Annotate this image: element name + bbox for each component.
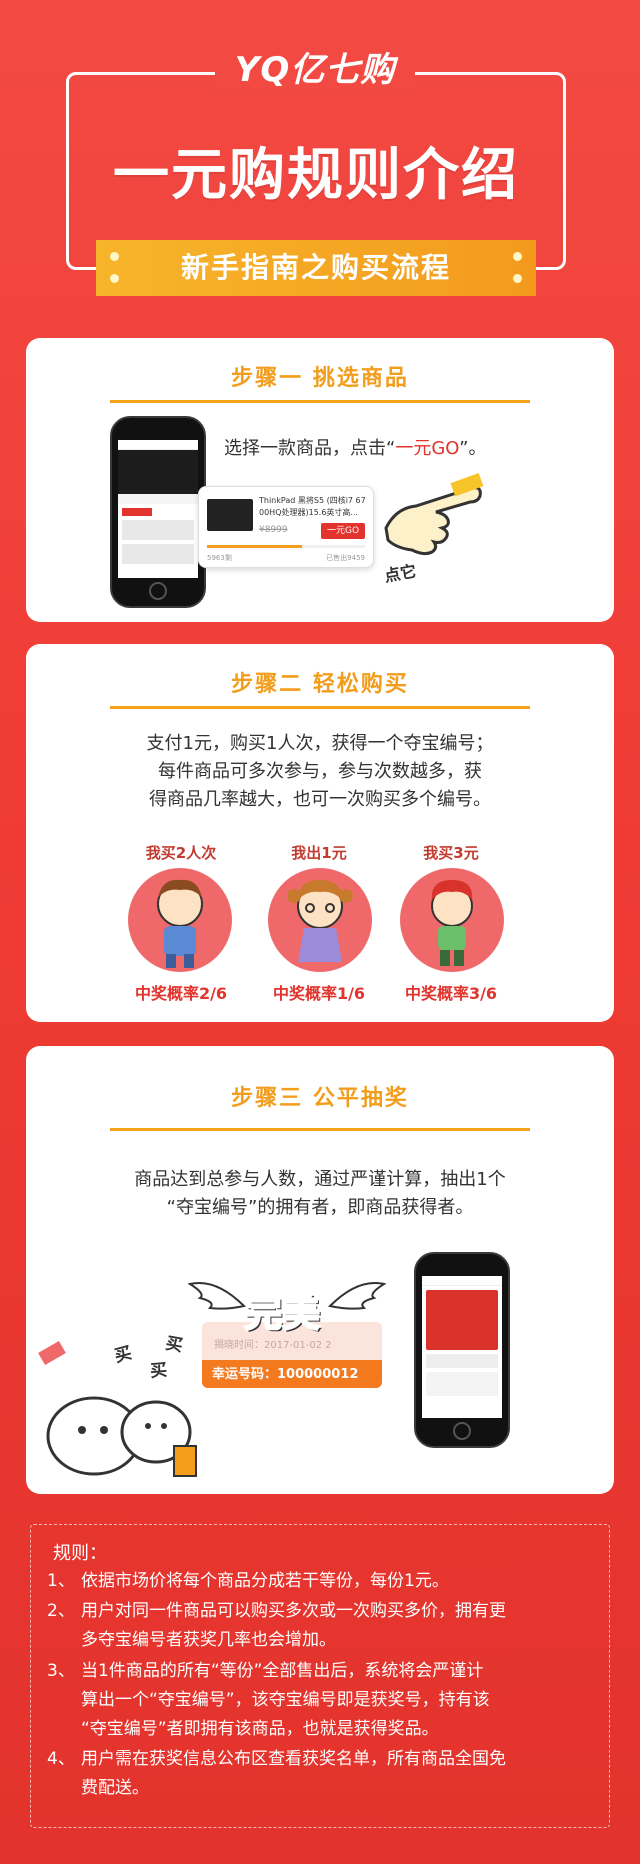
banner-dot xyxy=(110,274,119,283)
home-button xyxy=(453,1422,471,1440)
lucky-number: 幸运号码：100000012 xyxy=(212,1367,359,1382)
step1-title: 步骤一 挑选商品 xyxy=(231,366,409,391)
rules-box: 规则： 1、 依据市场价将每个商品分成若干等份，每份1元。 2、 用户对同一件商品可… xyxy=(30,1524,610,1828)
subtitle-banner: 新手指南之购买流程 xyxy=(96,240,536,296)
kid1-probability: 中奖概率2/6 xyxy=(134,984,228,1003)
yiyuan-go-button[interactable]: 一元GO xyxy=(321,523,365,539)
rule-number: 2、 xyxy=(47,1601,75,1621)
logo: YQ亿七购 xyxy=(215,46,415,94)
rule-line: 多夺宝编号者获奖几率也会增加。 xyxy=(81,1630,336,1650)
step3-title: 步骤三 公平抽奖 xyxy=(231,1086,409,1111)
rule-line: 算出一个“夺宝编号”，该夺宝编号即是获奖号，持有该 xyxy=(81,1690,490,1710)
step1-text-prefix: 选择一款商品，点击“ xyxy=(224,438,396,459)
phone-screen xyxy=(118,440,198,578)
banner-dot xyxy=(513,252,522,261)
rule-item-1: 1、 依据市场价将每个商品分成若干等份，每份1元。 xyxy=(47,1567,595,1596)
phone-screen-prize xyxy=(422,1276,502,1418)
laptop-image xyxy=(207,499,253,531)
page-title: 一元购规则介绍 xyxy=(113,143,519,208)
step1-text-suffix: ”。 xyxy=(459,438,487,459)
kid2-caption: 我出1元 xyxy=(291,844,347,862)
rule-line: 费配送。 xyxy=(81,1778,149,1798)
rule-item-3: 3、 当1件商品的所有“等份”全部售出后，系统将会严谨计 算出一个“夺宝编号”，该… xyxy=(47,1657,595,1744)
step1-card: 步骤一 挑选商品 选择一款商品，点击“一元GO”。 ThinkPad 黑将S5 … xyxy=(26,338,614,622)
perfect-stamp: 完美 xyxy=(243,1290,321,1336)
rule-number: 3、 xyxy=(47,1661,75,1681)
step2-text-line-1: 支付1元，购买1人次，获得一个夺宝编号； xyxy=(146,733,494,754)
step2-title: 步骤二 轻松购买 xyxy=(231,672,409,697)
rule-line: 用户对同一件商品可以购买多次或一次购买多价，拥有更 xyxy=(81,1601,506,1621)
product-card[interactable]: ThinkPad 黑将S5 (四核i7 67 00HQ处理器)15.6英寸高..… xyxy=(198,486,374,568)
cheering-mascots-icon xyxy=(38,1340,197,1477)
remaining-count: 5963剩 xyxy=(207,554,232,562)
home-button xyxy=(149,582,167,600)
rule-line: 当1件商品的所有“等份”全部售出后，系统将会严谨计 xyxy=(81,1661,484,1681)
rule-item-4: 4、 用户需在获奖信息公布区查看获奖名单，所有商品全国免 费配送。 xyxy=(47,1745,595,1803)
kid2-avatar xyxy=(268,868,372,972)
kid2-probability: 中奖概率1/6 xyxy=(272,984,366,1003)
winning-ticket: 揭晓时间：2017-01-02 2 幸运号码：100000012 xyxy=(202,1322,382,1388)
step3-text-line-1: 商品达到总参与人数，通过严谨计算，抽出1个 xyxy=(134,1169,506,1190)
subtitle-text: 新手指南之购买流程 xyxy=(180,251,451,284)
banner-dot xyxy=(110,252,119,261)
kid3-probability: 中奖概率3/6 xyxy=(404,984,498,1003)
rule-line: 依据市场价将每个商品分成若干等份，每份1元。 xyxy=(81,1571,449,1591)
step2-card: 步骤二 轻松购买 支付1元，购买1人次，获得一个夺宝编号； 每件商品可多次参与，… xyxy=(26,644,614,1022)
kid1-avatar xyxy=(128,868,232,972)
progress-bar xyxy=(207,545,365,548)
draw-time: 揭晓时间：2017-01-02 2 xyxy=(214,1340,332,1351)
step2-divider xyxy=(110,706,530,709)
rule-item-2: 2、 用户对同一件商品可以购买多次或一次购买多价，拥有更 多夺宝编号者获奖几率也会… xyxy=(47,1597,595,1655)
step2-text-line-2: 每件商品可多次参与，参与次数越多，获 xyxy=(158,761,482,782)
phone-mockup-prize xyxy=(414,1252,510,1448)
rule-line: 用户需在获奖信息公布区查看获奖名单，所有商品全国免 xyxy=(81,1749,506,1769)
rule-number: 4、 xyxy=(47,1749,75,1769)
kid3-caption: 我买3元 xyxy=(423,844,479,862)
kid1-caption: 我买2人次 xyxy=(145,844,217,862)
step1-divider xyxy=(110,400,530,403)
sold-count: 已售出9459 xyxy=(326,554,365,562)
boy-icon xyxy=(157,879,203,968)
step2-text-line-3: 得商品几率越大，也可一次购买多个编号。 xyxy=(149,789,491,810)
left-wing-icon xyxy=(187,1282,246,1310)
phone-mockup xyxy=(110,416,206,608)
product-price: ¥8999 xyxy=(259,525,288,535)
pointing-hand-icon xyxy=(384,472,484,556)
kid3-avatar xyxy=(400,868,504,972)
rule-number: 1、 xyxy=(47,1571,75,1591)
step3-divider xyxy=(110,1128,530,1131)
right-wing-icon xyxy=(328,1282,387,1310)
girl-icon xyxy=(287,880,353,962)
step1-text: 选择一款商品，点击“一元GO”。 xyxy=(224,434,486,460)
product-name: ThinkPad 黑将S5 (四核i7 67 00HQ处理器)15.6英寸高..… xyxy=(259,496,366,517)
banner-dot xyxy=(513,274,522,283)
boy-red-hair-icon xyxy=(431,880,473,966)
rules-title: 规则： xyxy=(53,1543,107,1564)
step1-text-highlight: 一元GO xyxy=(395,438,460,459)
rule-line: “夺宝编号”者即拥有该商品，也就是获得奖品。 xyxy=(81,1719,439,1739)
logo-text: YQ亿七购 xyxy=(234,50,396,90)
step3-card: 步骤三 公平抽奖 商品达到总参与人数，通过严谨计算，抽出1个 “夺宝编号”的拥有… xyxy=(26,1046,614,1494)
buy-word-2: 买 xyxy=(149,1360,169,1382)
hand-text: 点它 xyxy=(382,561,418,586)
step3-text-line-2: “夺宝编号”的拥有者，即商品获得者。 xyxy=(166,1197,474,1218)
